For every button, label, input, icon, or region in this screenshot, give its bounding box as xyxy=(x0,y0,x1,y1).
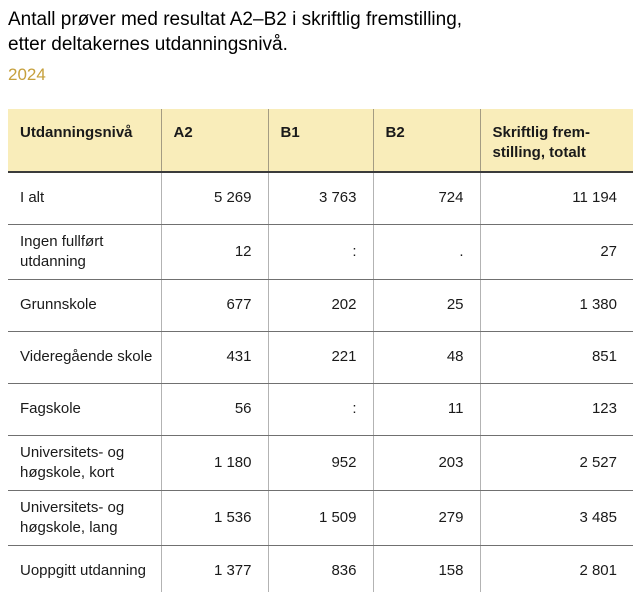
table-row-videregaende: Videregående skole 431 221 48 851 xyxy=(8,331,633,384)
cell-total: 3 485 xyxy=(479,490,633,546)
cell-total: 11 194 xyxy=(479,172,633,225)
row-label: Fagskole xyxy=(8,383,161,436)
cell-a2: 1 180 xyxy=(160,435,268,491)
column-header-a2: A2 xyxy=(160,109,268,173)
year-label: 2024 xyxy=(8,65,46,84)
cell-b1: 1 509 xyxy=(267,490,373,546)
row-label: Universitets- og høgskole, kort xyxy=(8,435,161,491)
row-label: Grunnskole xyxy=(8,279,161,332)
cell-b1: 952 xyxy=(267,435,373,491)
results-table: Utdanningsnivå A2 B1 B2 Skriftlig frem- … xyxy=(8,109,633,592)
cell-b2: 25 xyxy=(372,279,480,332)
cell-b1: 3 763 xyxy=(267,172,373,225)
cell-a2: 431 xyxy=(160,331,268,384)
column-header-totalt: Skriftlig frem- stilling, totalt xyxy=(479,109,633,173)
table-row-uoppgitt: Uoppgitt utdanning 1 377 836 158 2 801 xyxy=(8,545,633,592)
cell-a2: 12 xyxy=(160,224,268,280)
table-row-grunnskole: Grunnskole 677 202 25 1 380 xyxy=(8,279,633,332)
cell-b1: : xyxy=(267,224,373,280)
cell-a2: 1 377 xyxy=(160,545,268,592)
cell-b1: 836 xyxy=(267,545,373,592)
cell-b2: 11 xyxy=(372,383,480,436)
table-row-universitet-kort: Universitets- og høgskole, kort 1 180 95… xyxy=(8,435,633,491)
cell-a2: 56 xyxy=(160,383,268,436)
cell-total: 123 xyxy=(479,383,633,436)
table-row-fagskole: Fagskole 56 : 11 123 xyxy=(8,383,633,436)
cell-b2: 48 xyxy=(372,331,480,384)
cell-b2: 203 xyxy=(372,435,480,491)
page-title: Antall prøver med resultat A2–B2 i skrif… xyxy=(8,9,463,55)
row-label: I alt xyxy=(8,172,161,225)
cell-b2: 279 xyxy=(372,490,480,546)
cell-a2: 1 536 xyxy=(160,490,268,546)
row-label: Videregående skole xyxy=(8,331,161,384)
table-row-i-alt: I alt 5 269 3 763 724 11 194 xyxy=(8,172,633,225)
cell-b1: 221 xyxy=(267,331,373,384)
column-header-b2: B2 xyxy=(372,109,480,173)
row-label: Uoppgitt utdanning xyxy=(8,545,161,592)
cell-total: 27 xyxy=(479,224,633,280)
cell-b1: 202 xyxy=(267,279,373,332)
cell-total: 2 801 xyxy=(479,545,633,592)
column-header-utdanningsniva: Utdanningsnivå xyxy=(8,109,161,173)
column-header-b1: B1 xyxy=(267,109,373,173)
cell-total: 851 xyxy=(479,331,633,384)
cell-b2: . xyxy=(372,224,480,280)
cell-b1: : xyxy=(267,383,373,436)
row-label: Ingen fullført utdanning xyxy=(8,224,161,280)
cell-b2: 724 xyxy=(372,172,480,225)
table-header-row: Utdanningsnivå A2 B1 B2 Skriftlig frem- … xyxy=(8,109,633,173)
cell-total: 2 527 xyxy=(479,435,633,491)
cell-a2: 5 269 xyxy=(160,172,268,225)
cell-a2: 677 xyxy=(160,279,268,332)
table-row-ingen-fullfort: Ingen fullført utdanning 12 : . 27 xyxy=(8,224,633,280)
cell-total: 1 380 xyxy=(479,279,633,332)
table-row-universitet-lang: Universitets- og høgskole, lang 1 536 1 … xyxy=(8,490,633,546)
cell-b2: 158 xyxy=(372,545,480,592)
row-label: Universitets- og høgskole, lang xyxy=(8,490,161,546)
